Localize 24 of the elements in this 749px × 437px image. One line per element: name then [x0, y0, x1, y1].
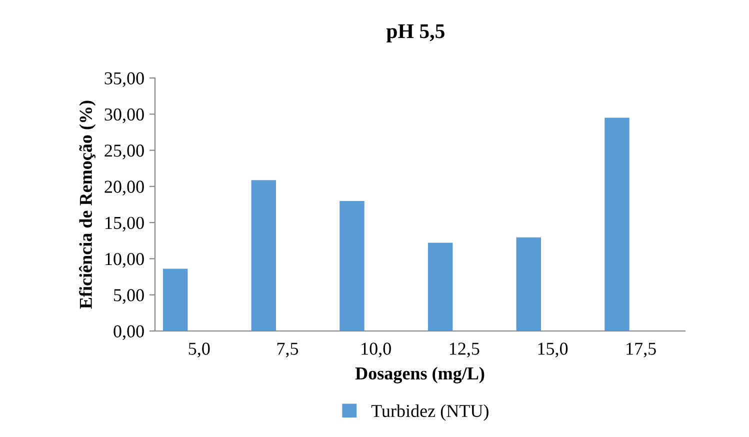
bar: [516, 237, 542, 331]
y-tick-label: 20,00: [104, 180, 144, 196]
y-tick-label: 10,00: [106, 252, 144, 268]
x-axis-title: Dosagens (mg/L): [355, 366, 484, 384]
bar: [428, 242, 453, 331]
x-tick-label: 12,5: [450, 342, 480, 358]
y-tick-label: 15,00: [106, 216, 144, 232]
x-tick-label: 7,5: [277, 342, 298, 358]
x-tick-label: 5,0: [188, 342, 210, 358]
bar: [340, 200, 364, 331]
y-axis-title: Eficiência de Remoção (%): [79, 100, 96, 309]
y-tick-label: 25,00: [104, 144, 144, 160]
y-tick-label: 30,00: [104, 108, 144, 124]
x-tick-label: 17,5: [626, 342, 656, 358]
bar: [162, 268, 188, 331]
bar: [604, 118, 630, 331]
chart-title: pH 5,5: [386, 24, 444, 42]
x-tick-label: 10,0: [362, 342, 391, 358]
x-tick-label: 15,0: [538, 342, 568, 358]
y-tick-label: 35,00: [104, 72, 144, 88]
bar: [251, 180, 276, 331]
y-tick-label: 0,00: [114, 325, 144, 340]
legend-label: Turbidez (NTU): [371, 404, 488, 421]
y-tick-label: 5,00: [114, 289, 144, 304]
